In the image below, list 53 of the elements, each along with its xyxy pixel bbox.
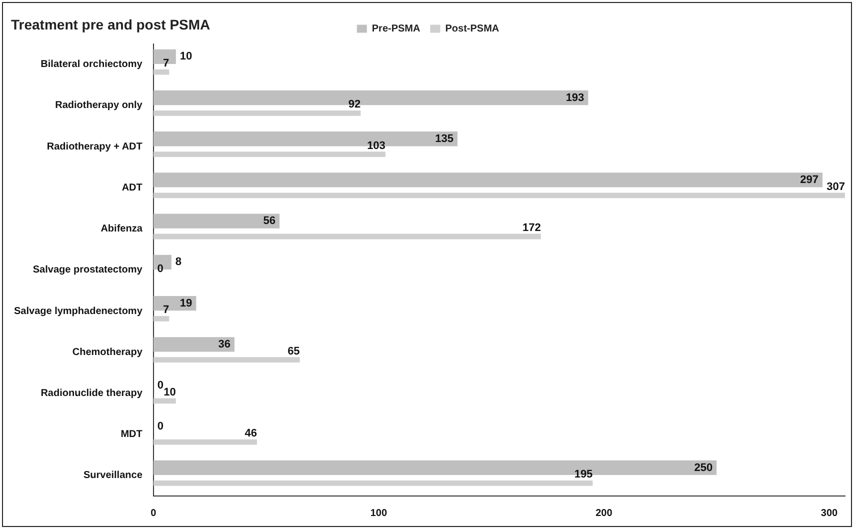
y-tick-label: Radiotherapy + ADT [46, 141, 142, 152]
bar [153, 398, 176, 404]
data-label: 0 [157, 263, 164, 276]
y-tick-label: Radionuclide therapy [40, 388, 143, 399]
x-tick-label: 100 [370, 508, 388, 519]
bar [153, 172, 822, 188]
bar [153, 69, 170, 75]
x-tick-label: 200 [596, 508, 613, 519]
chart-title: Treatment pre and post PSMA [11, 16, 210, 32]
data-label: 10 [164, 386, 176, 398]
data-label: 0 [157, 420, 164, 433]
bar [153, 316, 170, 322]
data-label: 7 [163, 304, 170, 316]
data-label: 8 [175, 256, 182, 268]
y-tick-label: Abifenza [100, 224, 143, 235]
data-label: 103 [367, 140, 386, 152]
data-label: 46 [244, 428, 258, 440]
y-tick-label: Bilateral orchiectomy [40, 59, 143, 70]
y-tick-label: Chemotherapy [72, 346, 143, 358]
y-tick-label: Radiotherapy only [55, 100, 143, 112]
data-label: 172 [522, 222, 541, 234]
y-tick-label: Surveillance [83, 470, 143, 482]
data-label: 92 [348, 98, 361, 111]
data-label: 135 [435, 132, 454, 145]
bar [153, 234, 541, 240]
bar [153, 152, 386, 157]
x-tick-label: 300 [820, 508, 838, 519]
data-label: 65 [288, 345, 300, 358]
bar [153, 192, 845, 198]
data-label: 297 [800, 174, 818, 186]
bar [153, 337, 234, 352]
bar [153, 480, 593, 486]
y-tick-label: ADT [122, 182, 142, 194]
y-tick-label: Salvage lymphadenectomy [14, 306, 143, 317]
data-label: 56 [263, 215, 276, 228]
y-tick-label: MDT [120, 429, 142, 440]
legend-label: Post-PSMA [445, 24, 500, 35]
data-label: 19 [180, 297, 192, 310]
data-label: 307 [826, 180, 845, 193]
data-label: 250 [694, 462, 713, 474]
data-label: 36 [218, 338, 230, 350]
legend-label: Pre-PSMA [372, 24, 420, 35]
bar [153, 357, 300, 363]
bar [153, 439, 258, 445]
y-tick-label: Salvage prostatectomy [32, 264, 143, 276]
bar [153, 110, 361, 116]
data-label: 0 [157, 380, 164, 392]
data-label: 7 [163, 58, 170, 70]
data-label: 10 [180, 50, 192, 63]
data-label: 195 [574, 468, 593, 481]
bar [153, 214, 280, 228]
x-tick-label: 0 [150, 508, 157, 519]
data-label: 193 [566, 92, 584, 104]
